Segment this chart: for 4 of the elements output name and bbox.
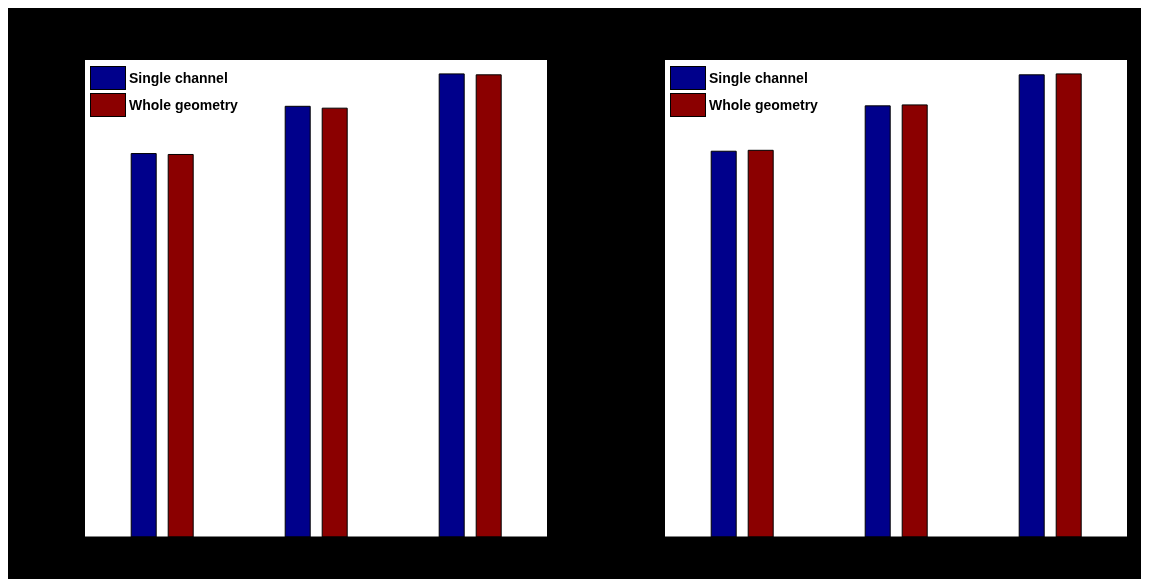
legend-label: Single channel	[129, 70, 228, 86]
legend-label: Whole geometry	[709, 97, 818, 113]
legend-label: Single channel	[709, 70, 808, 86]
legend-label: Whole geometry	[129, 97, 238, 113]
